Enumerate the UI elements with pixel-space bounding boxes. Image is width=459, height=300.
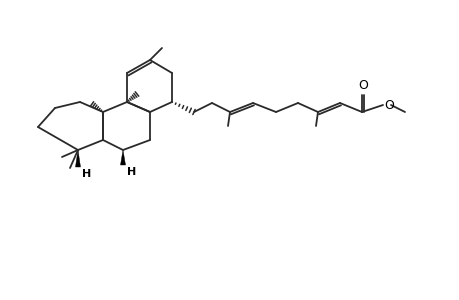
Text: O: O <box>383 98 393 112</box>
Polygon shape <box>120 150 125 165</box>
Text: H: H <box>127 167 136 177</box>
Polygon shape <box>75 150 80 167</box>
Text: O: O <box>357 79 367 92</box>
Text: H: H <box>82 169 91 179</box>
